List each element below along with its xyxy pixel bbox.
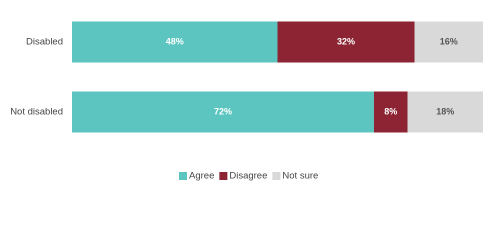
bar-segment <box>277 21 415 63</box>
value-label: 72% <box>214 106 232 116</box>
legend-swatch <box>179 172 187 180</box>
value-label: 16% <box>440 36 458 46</box>
legend-swatch <box>272 172 281 180</box>
value-label: 8% <box>384 106 397 116</box>
legend-label: Agree <box>189 171 214 182</box>
bar-segment <box>407 91 483 133</box>
bar-segment <box>72 21 278 63</box>
category-label: Not disabled <box>10 107 63 118</box>
bar-segment <box>373 91 408 133</box>
legend-label: Disagree <box>229 171 267 182</box>
value-label: 32% <box>337 36 355 46</box>
legend-swatch <box>219 172 228 180</box>
value-label: 48% <box>166 36 184 46</box>
bar-segment <box>72 91 374 133</box>
legend-label: Not sure <box>282 171 318 182</box>
category-label: Disabled <box>26 37 63 48</box>
chart: Disabled 48% 32% 16% Not disabled 72% 8% 18% Agr… <box>10 21 483 182</box>
bar-segment <box>414 21 483 63</box>
value-label: 18% <box>436 106 454 116</box>
